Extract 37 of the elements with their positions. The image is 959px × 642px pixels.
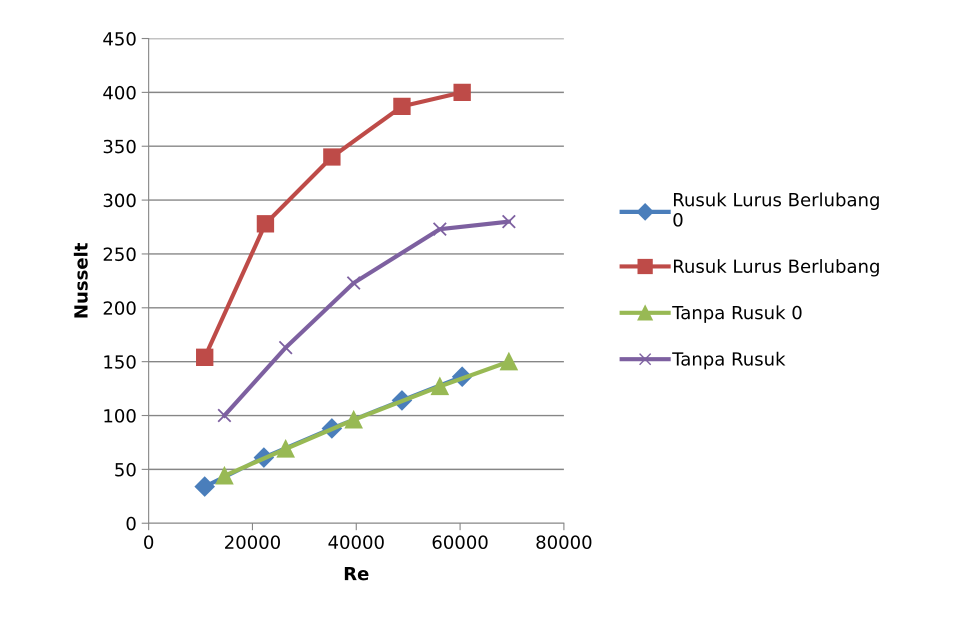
point xyxy=(346,276,361,290)
point xyxy=(500,352,518,370)
x-tick-label: 60000 xyxy=(432,535,488,550)
y-tick-label: 150 xyxy=(104,355,136,369)
point xyxy=(276,440,294,458)
y-tick-label: 400 xyxy=(103,86,136,100)
point xyxy=(256,215,274,232)
y-tick-label: 250 xyxy=(104,247,136,262)
y-axis-title: Nusselt xyxy=(74,243,88,318)
point xyxy=(502,214,516,229)
point xyxy=(278,340,293,355)
y-tick-label: 350 xyxy=(104,140,136,154)
legend-label: Tanpa Rusuk xyxy=(672,352,786,370)
y-tick-label: 100 xyxy=(104,408,136,423)
legend-label: Rusuk Lurus Berlubang 0 xyxy=(673,192,879,227)
point xyxy=(344,411,362,429)
x-tick-label: 80000 xyxy=(536,535,592,550)
point xyxy=(431,378,449,396)
y-tick-label: 0 xyxy=(126,516,136,530)
x-axis-title: Re xyxy=(344,566,368,580)
point xyxy=(194,476,215,496)
legend-label: Rusuk Lurus Berlubang xyxy=(674,259,879,277)
point xyxy=(217,408,232,423)
point xyxy=(432,222,447,236)
point xyxy=(453,84,471,102)
legend-label: Tanpa Rusuk 0 xyxy=(672,305,802,323)
y-tick-label: 50 xyxy=(115,462,136,476)
y-tick-label: 450 xyxy=(103,32,136,46)
y-tick-label: 200 xyxy=(104,301,136,315)
point xyxy=(393,98,411,116)
point xyxy=(216,467,234,485)
x-tick-label: 0 xyxy=(144,535,154,550)
y-tick-label: 300 xyxy=(104,194,136,208)
point xyxy=(196,348,214,366)
x-tick-label: 20000 xyxy=(225,535,280,550)
point xyxy=(323,148,341,166)
x-tick-label: 40000 xyxy=(328,535,384,550)
